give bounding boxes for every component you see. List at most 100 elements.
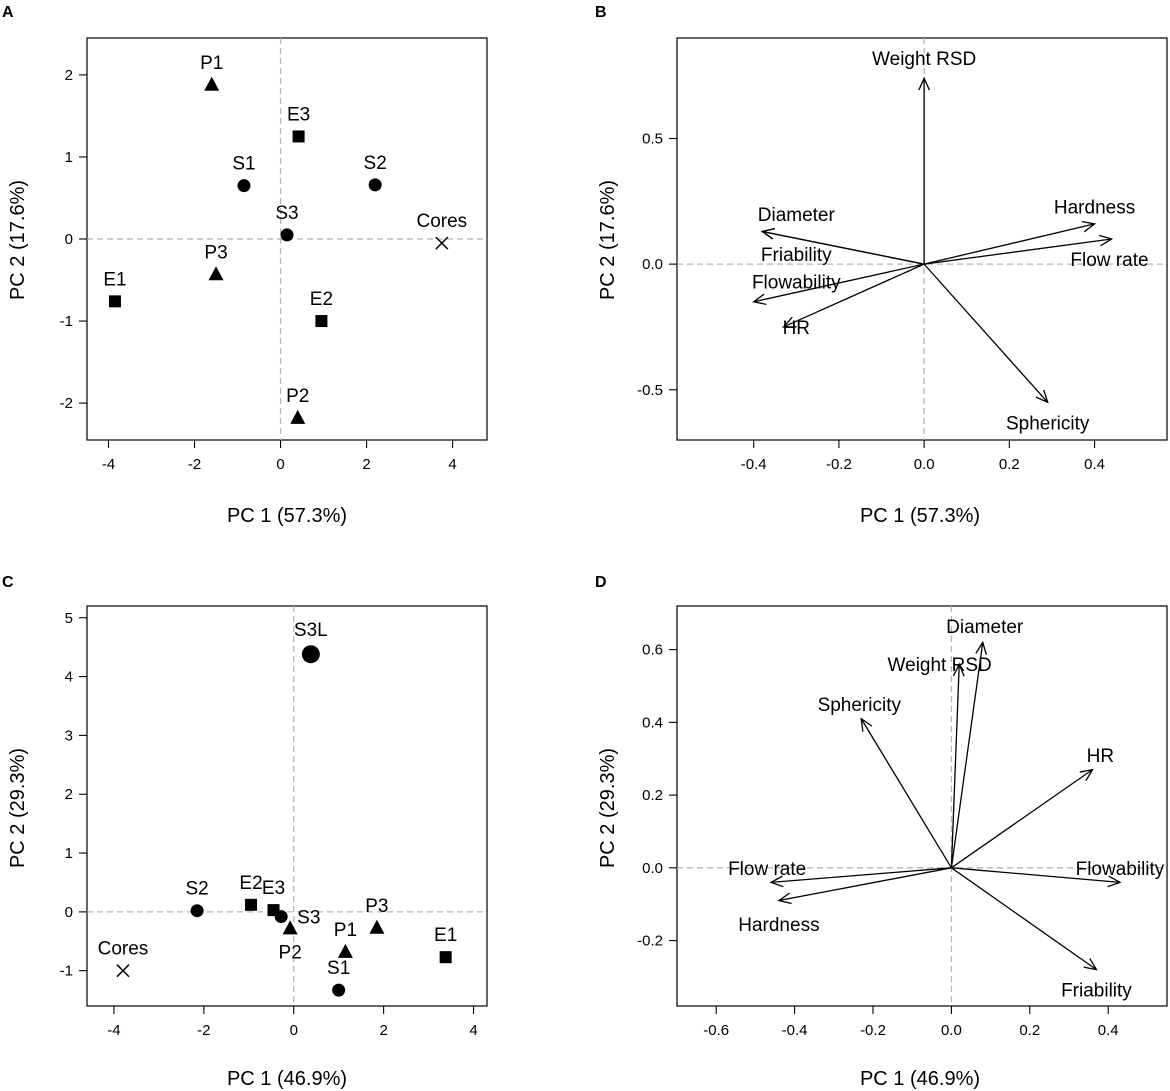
arrowhead: [1079, 768, 1094, 782]
loading-arrow: [771, 867, 952, 884]
loading-label: Friability: [1061, 981, 1132, 1002]
arrowhead: [1083, 958, 1098, 971]
x-tick-label: 2: [362, 456, 370, 473]
loading-arrow: [951, 769, 1093, 869]
loading-arrow: [950, 642, 984, 868]
arrowhead: [752, 293, 767, 306]
point-s3: [280, 228, 294, 242]
x-tick-label: 0.4: [1098, 1022, 1119, 1039]
loading-label: Sphericity: [1006, 413, 1090, 434]
point-e3: [292, 130, 305, 143]
loading-arrow: [951, 867, 1097, 971]
point-p3: [208, 266, 224, 281]
x-axis-title: PC 1 (57.3%): [227, 505, 347, 527]
point-label: E1: [434, 925, 457, 946]
point-p1: [204, 76, 220, 91]
panel-c: C -4 -2 0 2 4 -1 0 1 2 3 4 5 S3L S2 E2 E3 S3 P2 P1 P3 E1 S1 Co…: [2, 574, 488, 1090]
panel-letter-b: B: [595, 4, 607, 21]
point-label: P1: [334, 920, 357, 941]
loading-arrow: [860, 718, 952, 869]
loading-arrow: [778, 867, 952, 902]
point-label: E1: [103, 269, 126, 290]
point-s2: [190, 904, 204, 918]
y-tick-label: 0.2: [642, 787, 663, 804]
point-label: E3: [287, 104, 310, 125]
plot-area: -4 -2 0 2 4 -1 0 1 2 3 4 5 S3L S2 E2 E3 S3 P2 P1 P3 E1 S1 Core…: [60, 606, 487, 1039]
x-tick-label: -0.2: [860, 1022, 886, 1039]
x-tick-label: 0.4: [1084, 456, 1105, 473]
point-cores: [435, 236, 449, 250]
y-tick-label: 1: [65, 845, 73, 862]
point-cores: [116, 964, 130, 978]
plot-frame: [676, 37, 1168, 441]
y-axis-title: PC 2 (17.6%): [597, 180, 619, 300]
arrowhead: [777, 892, 792, 905]
point-s3l: [301, 645, 320, 664]
loading-label: Hardness: [1054, 197, 1135, 218]
point-label: P3: [204, 242, 227, 263]
loading-label: HR: [1087, 746, 1114, 767]
loading-arrow: [762, 230, 925, 265]
point-label: S1: [327, 958, 350, 979]
point-p2: [282, 920, 298, 935]
x-tick-label: 2: [379, 1022, 387, 1039]
point-e2: [245, 898, 258, 911]
point-p3: [369, 919, 385, 934]
y-tick-label: -2: [60, 395, 73, 412]
x-tick-label: 0: [290, 1022, 298, 1039]
arrowhead: [1107, 875, 1122, 888]
plot-area: -0.4 -0.2 0.0 0.2 0.4 -0.5 0.0 0.5 Weight RSD Har…: [637, 38, 1167, 473]
y-tick-label: 0.0: [642, 860, 663, 877]
y-tick-label: 5: [65, 610, 73, 627]
arrowhead: [769, 875, 784, 888]
point-label: S3L: [294, 620, 328, 641]
loading-label: Flowability: [752, 273, 841, 294]
x-tick-label: -0.4: [741, 456, 767, 473]
panel-letter-d: D: [595, 574, 607, 591]
arrowhead: [782, 316, 797, 328]
point-s1: [332, 983, 346, 997]
loading-label: Flowability: [1076, 859, 1165, 880]
x-tick-label: -4: [102, 456, 115, 473]
arrowhead: [760, 227, 776, 240]
point-s3: [274, 910, 288, 924]
loading-label: Flow rate: [728, 859, 806, 880]
arrowhead: [952, 662, 965, 677]
point-label: S2: [185, 879, 208, 900]
arrowhead: [1035, 389, 1049, 404]
point-label: S3: [275, 203, 298, 224]
panel-letter-a: A: [2, 4, 14, 21]
point-label: P1: [200, 53, 223, 74]
x-axis-title: PC 1 (57.3%): [860, 505, 980, 527]
loading-label: Flow rate: [1070, 250, 1148, 271]
point-s1: [237, 179, 251, 193]
y-tick-label: 2: [65, 786, 73, 803]
x-tick-label: 0.2: [999, 456, 1020, 473]
x-tick-label: -0.4: [782, 1022, 808, 1039]
point-label: E2: [239, 873, 262, 894]
point-s2: [368, 178, 382, 192]
y-tick-label: -1: [60, 963, 73, 980]
loading-label: Weight RSD: [888, 655, 992, 676]
x-tick-label: 0.0: [914, 456, 935, 473]
point-label: P2: [279, 942, 302, 963]
y-tick-label: -1: [60, 313, 73, 330]
loading-label: Weight RSD: [872, 49, 976, 70]
loading-arrow: [783, 263, 925, 328]
plot-frame: [86, 605, 488, 1007]
y-tick-label: 0: [65, 231, 73, 248]
x-tick-label: 0.0: [941, 1022, 962, 1039]
point-e1: [108, 295, 121, 308]
x-tick-label: 4: [448, 456, 456, 473]
y-tick-label: 0.6: [642, 642, 663, 659]
panel-d: D -0.6 -0.4 -0.2 0.0 0.2 0.4 -0.2 0.0 0.2 0.4 0.6 D…: [595, 574, 1168, 1090]
y-tick-label: 2: [65, 67, 73, 84]
plot-area: -4 -2 0 2 4 -2 -1 0 1 2 P1 E3 S1 S2 S3 Cores P3 E1 E2 P2: [60, 38, 487, 473]
loading-arrow: [924, 238, 1112, 265]
y-axis-title: PC 2 (17.6%): [7, 180, 29, 300]
point-label: P2: [286, 386, 309, 407]
x-axis-title: PC 1 (46.9%): [227, 1068, 347, 1090]
x-tick-label: 0: [276, 456, 284, 473]
loading-arrow: [753, 263, 925, 303]
